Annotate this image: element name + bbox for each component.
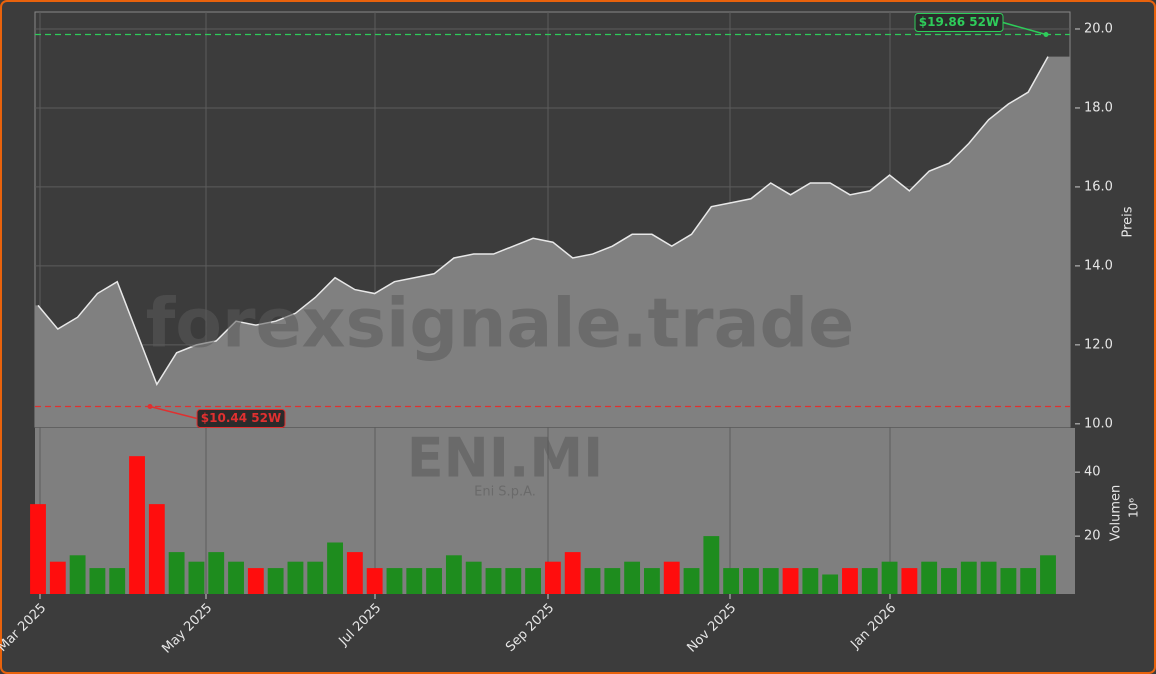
volume-bar — [644, 568, 660, 594]
watermark: forexsignale.trade — [146, 285, 855, 364]
y-tick-label: 14.0 — [1084, 258, 1113, 273]
volume-bar — [624, 561, 641, 594]
volume-bar — [861, 568, 878, 594]
volume-bar — [544, 561, 561, 594]
volume-bar — [743, 568, 759, 594]
volume-bar — [445, 555, 462, 594]
y-axis-label: Preis — [1121, 206, 1136, 237]
volume-bar — [366, 568, 383, 594]
y-tick-label: 20.0 — [1084, 21, 1113, 36]
annotation-point — [147, 403, 153, 409]
price-area — [35, 56, 1070, 427]
volume-bar — [505, 568, 522, 594]
volume-bar — [307, 561, 324, 594]
volume-bar — [525, 568, 542, 594]
y-tick-label: 12.0 — [1084, 337, 1113, 352]
volume-bar — [901, 568, 918, 594]
volume-bar — [723, 568, 740, 594]
volume-bar — [564, 552, 581, 594]
y2-unit: 10⁶ — [1127, 498, 1141, 518]
volume-bar — [822, 574, 839, 594]
y-tick-label: 18.0 — [1084, 100, 1113, 115]
annotation-label: $10.44 52W — [201, 411, 281, 425]
y2-tick-label: 20 — [1084, 529, 1101, 544]
volume-bar — [1040, 555, 1056, 594]
volume-bar — [881, 561, 898, 594]
volume-bar — [228, 561, 244, 594]
volume-bar — [287, 561, 304, 594]
volume-bar — [604, 568, 621, 594]
volume-bar — [426, 568, 442, 594]
company: Eni S.p.A. — [474, 485, 536, 500]
volume-bar — [346, 552, 363, 594]
volume-bar — [406, 568, 423, 594]
volume-bar — [267, 568, 284, 594]
annotation-point — [1043, 32, 1049, 38]
volume-bar — [109, 568, 126, 594]
annotation-box — [914, 13, 1004, 33]
volume-bar — [762, 568, 779, 594]
volume-bar — [49, 561, 66, 594]
volume-bar — [129, 456, 145, 594]
symbol: ENI.MI — [407, 427, 604, 490]
price-line — [37, 56, 1049, 387]
volume-bar — [188, 561, 205, 594]
y-tick-label: 16.0 — [1084, 179, 1113, 194]
volume-bar — [842, 568, 858, 594]
volume-bar — [386, 568, 403, 594]
volume-bar — [1000, 568, 1017, 594]
volume-bar — [485, 568, 502, 594]
volume-bar — [941, 568, 957, 594]
annotation-box — [196, 408, 286, 428]
volume-bar — [960, 561, 977, 594]
volume-bar — [703, 536, 720, 594]
volume-bar — [30, 504, 46, 594]
volume-bar — [782, 568, 799, 594]
volume-bar — [168, 552, 185, 594]
volume-bar — [921, 561, 938, 594]
volume-bar — [980, 561, 997, 594]
volume-bar — [663, 561, 680, 594]
volume-bar — [69, 555, 86, 594]
volume-bar — [465, 561, 482, 594]
volume-bar — [89, 568, 106, 594]
annotation-arrow — [149, 405, 198, 420]
y-tick-label: 10.0 — [1084, 416, 1113, 431]
annotation-label: $19.86 52W — [919, 15, 999, 29]
volume-bar — [683, 568, 700, 594]
volume-bar — [208, 552, 225, 594]
volume-bar — [247, 568, 264, 594]
volume-bar — [1020, 568, 1037, 594]
annotation-arrow — [1002, 21, 1047, 36]
volume-bar — [327, 542, 343, 594]
y2-tick-label: 40 — [1084, 465, 1101, 480]
y2-axis-label: Volumen — [1109, 485, 1124, 542]
volume-bar — [584, 568, 601, 594]
volume-bar — [802, 568, 819, 594]
volume-bar — [148, 504, 165, 594]
